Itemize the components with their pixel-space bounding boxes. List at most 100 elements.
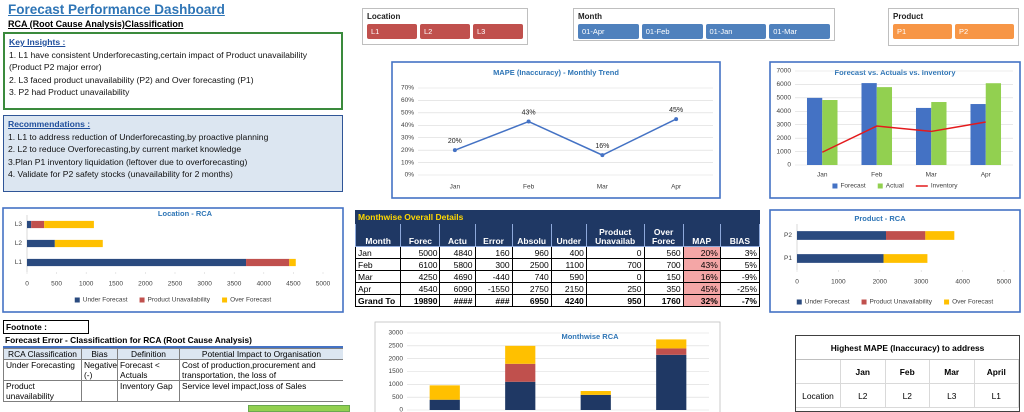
table-cell: 20% — [682, 246, 721, 259]
highest-mape: Highest MAPE (Inaccuracy) to address Jan F… — [795, 335, 1020, 412]
x-tick-label: Apr — [981, 172, 992, 179]
y-tick-label: 70% — [401, 85, 414, 92]
y-tick-label: 1000 — [777, 148, 792, 155]
table-cell: L3 — [929, 383, 975, 408]
legend: Under Forecast Product Unavailability Over… — [74, 297, 271, 304]
table-cell: 0 — [585, 270, 645, 283]
table-cell: 590 — [550, 270, 587, 283]
bar-segment — [656, 348, 687, 355]
x-tick-label: 4000 — [955, 279, 970, 286]
footnote-label: Footnote : — [3, 320, 89, 334]
data-label: 16% — [595, 143, 609, 150]
column-header: Actu — [439, 223, 476, 247]
header-row: Month Forec Actu Error Absolu Under Product Un… — [354, 223, 761, 247]
table-cell: 5% — [719, 258, 761, 271]
bar-segment — [429, 385, 460, 400]
legend-label: Under Forecast — [83, 297, 128, 304]
table-row: Apr 4540 6090 -1550 2750 2150 250 350 45% -25% — [354, 282, 761, 295]
slicer-button[interactable]: 01-Mar — [769, 24, 830, 39]
table-cell: 19890 — [400, 294, 441, 307]
bar-segment — [505, 363, 536, 382]
slicer-button[interactable]: P2 — [955, 24, 1014, 39]
column-header: Product Unavailab — [585, 223, 645, 247]
table-cell: 4540 — [400, 282, 441, 295]
y-tick-label: 6000 — [777, 81, 792, 88]
column-header: Bias — [81, 348, 118, 360]
table-cell: 16% — [682, 270, 721, 283]
bar-segment — [505, 345, 536, 364]
y-tick-label: 40% — [401, 122, 414, 129]
table-cell: Service level impact,loss of Sales — [179, 380, 343, 402]
table-cell: 3% — [719, 246, 761, 259]
x-tick-label: Mar — [926, 172, 938, 179]
slicer: Location L1 L2 L3 — [362, 8, 528, 45]
x-tick-label: 2000 — [138, 281, 153, 288]
slicer-header: Month — [578, 12, 602, 21]
column-header: April — [974, 360, 1019, 384]
table-cell: 2750 — [511, 282, 552, 295]
y-tick-label: 20% — [401, 147, 414, 154]
y-tick-label: 2000 — [777, 135, 792, 142]
x-tick-label: Jan — [450, 184, 461, 191]
chart-title: Forecast vs. Actuals vs. Inventory — [834, 68, 956, 77]
y-tick-label: 2500 — [389, 343, 404, 350]
table-cell: 4250 — [400, 270, 441, 283]
note-title: Recommendations : — [8, 119, 91, 129]
title-row: Monthwise Overall Details — [355, 210, 760, 224]
y-tick-label: 1000 — [389, 381, 404, 388]
y-tick-label: 3000 — [389, 330, 404, 337]
table-cell: Under Forecasting — [3, 359, 82, 381]
bar-segment — [27, 220, 32, 229]
table-cell — [81, 380, 118, 402]
column-header[interactable]: Month — [354, 223, 402, 247]
bar — [806, 97, 823, 165]
x-tick-label: 3500 — [227, 281, 242, 288]
legend-swatch — [222, 297, 228, 303]
sheet-tab[interactable] — [248, 405, 350, 412]
table-cell: 6950 — [511, 294, 552, 307]
x-tick-label: 4500 — [286, 281, 301, 288]
table-cell: 1760 — [643, 294, 684, 307]
slicer-button[interactable]: L1 — [367, 24, 417, 39]
data-label: 43% — [522, 109, 536, 116]
x-tick-label: 500 — [51, 281, 62, 288]
table-cell: 4840 — [439, 246, 476, 259]
bar-segment — [580, 394, 611, 410]
column-header: Mar — [929, 360, 975, 384]
legend-label: Product Unavailability — [870, 299, 933, 306]
legend-label: Inventory — [931, 183, 958, 190]
slicer-button[interactable]: L2 — [420, 24, 470, 39]
slicer-button[interactable]: 01-Jan — [705, 24, 767, 39]
bar-segment — [656, 339, 687, 349]
slicer-button[interactable]: 01-Apr — [578, 24, 639, 39]
x-tick-label: 1000 — [831, 279, 846, 286]
table-cell: L2 — [840, 383, 886, 408]
slicer-button[interactable]: 01-Feb — [641, 24, 703, 39]
header-row: RCA Classification Bias Definition Potentia… — [3, 348, 343, 360]
note-item: 3.Plan P1 inventory liquidation (leftove… — [8, 156, 248, 167]
table-cell: -25% — [719, 282, 761, 295]
table-cell: #### — [439, 294, 476, 307]
data-label: 45% — [669, 107, 683, 114]
column-header: Error — [474, 223, 513, 247]
table-cell: 700 — [643, 258, 684, 271]
data-label: 20% — [448, 138, 462, 145]
y-tick-label: 7000 — [777, 68, 792, 75]
slicer-button[interactable]: P1 — [893, 24, 952, 39]
bar — [970, 104, 986, 165]
table-cell: Apr — [354, 282, 402, 295]
bar — [985, 83, 1002, 165]
table-cell: 43% — [682, 258, 721, 271]
slicer-button[interactable]: L3 — [473, 24, 523, 39]
table-cell: 160 — [474, 246, 513, 259]
table-cell: Inventory Gap — [117, 380, 180, 402]
x-tick-label: 2500 — [168, 281, 183, 288]
y-tick-label: 30% — [401, 134, 414, 141]
table-cell: -7% — [719, 294, 761, 307]
footnote: Footnote : Forecast Error - Classificatti… — [3, 320, 343, 412]
legend-swatch — [861, 299, 867, 305]
column-header: Jan — [840, 360, 886, 384]
slicer-buttons: 01-Apr 01-Feb 01-Jan 01-Mar — [578, 24, 830, 39]
slicer-buttons: L1 L2 L3 — [367, 24, 523, 39]
